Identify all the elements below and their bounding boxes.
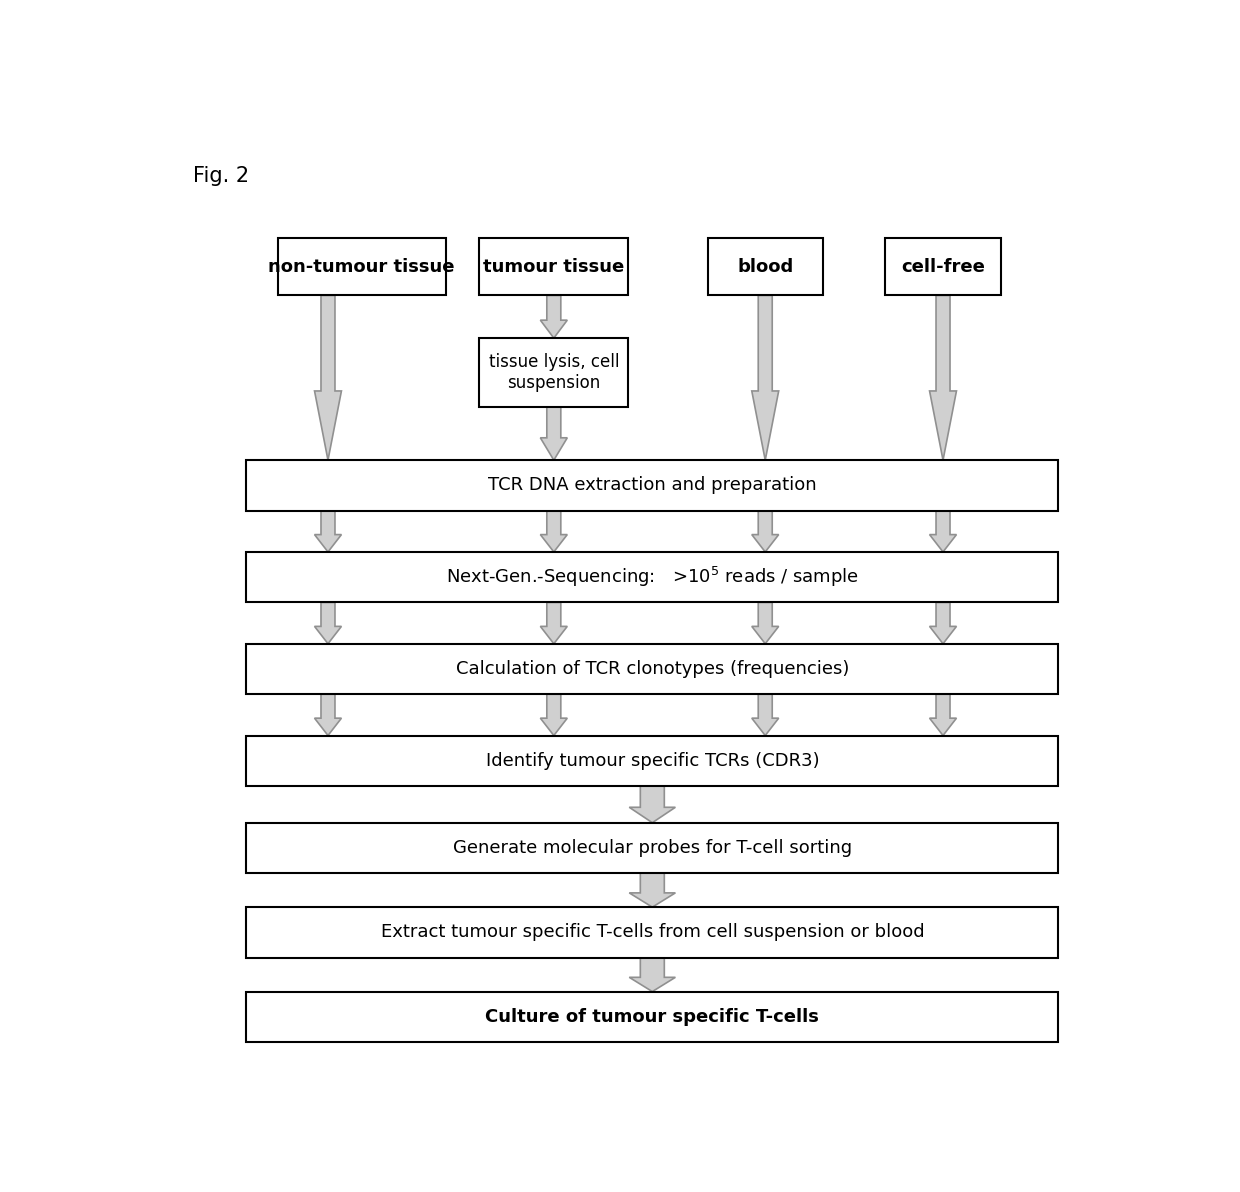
Polygon shape: [541, 694, 567, 735]
Polygon shape: [541, 406, 567, 460]
Text: Fig. 2: Fig. 2: [193, 166, 249, 186]
Bar: [247, 822, 1058, 874]
Polygon shape: [541, 510, 567, 552]
Text: Identify tumour specific TCRs (CDR3): Identify tumour specific TCRs (CDR3): [486, 752, 820, 770]
Text: Calculation of TCR clonotypes (frequencies): Calculation of TCR clonotypes (frequenci…: [455, 660, 849, 678]
Polygon shape: [541, 296, 567, 339]
Polygon shape: [930, 694, 956, 735]
Text: tumour tissue: tumour tissue: [484, 257, 625, 277]
Polygon shape: [315, 694, 341, 735]
Polygon shape: [541, 602, 567, 644]
Polygon shape: [930, 296, 956, 460]
Polygon shape: [629, 957, 676, 992]
Polygon shape: [629, 874, 676, 907]
Bar: [708, 238, 823, 296]
Text: blood: blood: [737, 257, 794, 277]
Polygon shape: [751, 510, 779, 552]
Polygon shape: [315, 296, 341, 460]
Bar: [247, 735, 1058, 786]
Text: TCR DNA extraction and preparation: TCR DNA extraction and preparation: [489, 477, 817, 495]
Polygon shape: [930, 602, 956, 644]
Text: tissue lysis, cell
suspension: tissue lysis, cell suspension: [489, 353, 619, 392]
Bar: [247, 552, 1058, 602]
Text: Generate molecular probes for T-cell sorting: Generate molecular probes for T-cell sor…: [453, 839, 852, 857]
Polygon shape: [751, 296, 779, 460]
Text: Extract tumour specific T-cells from cell suspension or blood: Extract tumour specific T-cells from cel…: [381, 924, 924, 942]
Polygon shape: [315, 510, 341, 552]
Text: Next-Gen.-Sequencing:   >10$^{5}$ reads / sample: Next-Gen.-Sequencing: >10$^{5}$ reads / …: [446, 565, 859, 589]
Text: Culture of tumour specific T-cells: Culture of tumour specific T-cells: [485, 1007, 820, 1026]
Bar: [247, 992, 1058, 1042]
Bar: [247, 460, 1058, 510]
Polygon shape: [629, 786, 676, 822]
Bar: [278, 238, 445, 296]
Bar: [247, 907, 1058, 957]
Bar: [885, 238, 1001, 296]
Polygon shape: [930, 510, 956, 552]
Text: non-tumour tissue: non-tumour tissue: [268, 257, 455, 277]
Polygon shape: [751, 602, 779, 644]
Polygon shape: [315, 602, 341, 644]
Polygon shape: [751, 694, 779, 735]
Text: cell-free: cell-free: [901, 257, 985, 277]
Bar: [480, 238, 629, 296]
Bar: [480, 339, 629, 406]
Bar: [247, 644, 1058, 694]
